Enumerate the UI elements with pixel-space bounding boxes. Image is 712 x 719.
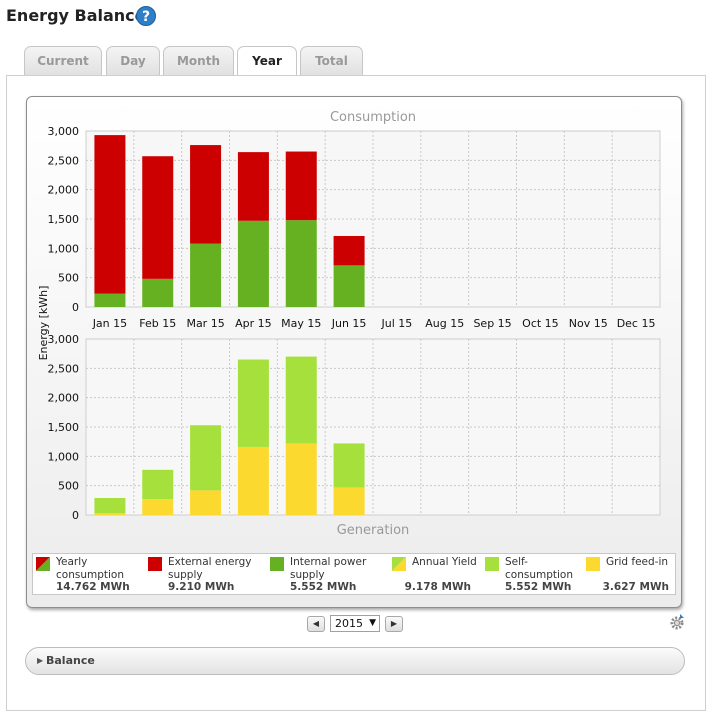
legend-value: 5.552 MWh	[505, 581, 572, 593]
x-tick-label: Sep 15	[473, 317, 511, 330]
legend-value: 9.178 MWh	[404, 581, 471, 593]
year-select[interactable]: 2015 ▼	[330, 615, 380, 632]
x-tick-label: Aug 15	[425, 317, 464, 330]
x-tick-label: Jun 15	[331, 317, 367, 330]
x-tick-label: Oct 15	[522, 317, 559, 330]
bar-segment	[237, 220, 269, 307]
bar-segment	[190, 145, 222, 244]
legend-swatch	[485, 557, 499, 571]
y-tick-label: 0	[72, 509, 79, 522]
legend-label: Self-consumption	[505, 556, 573, 581]
bar-segment	[333, 487, 365, 515]
legend-label: Internal power supply	[290, 556, 367, 581]
y-tick-label: 500	[58, 272, 79, 285]
bar-segment	[237, 359, 269, 447]
legend-item-yearly-consumption: Yearly consumption 14.762 MWh	[33, 554, 143, 594]
bar-segment	[237, 446, 269, 515]
legend-item-grid-feed-in: Grid feed-in 3.627 MWh	[583, 554, 675, 594]
y-tick-label: 2,500	[48, 362, 80, 375]
legend-value: 5.552 MWh	[290, 581, 357, 593]
legend-value: 9.210 MWh	[168, 581, 235, 593]
x-tick-label: Jan 15	[92, 317, 127, 330]
help-icon[interactable]: ?	[136, 6, 156, 26]
bar-segment	[285, 443, 317, 515]
legend-swatch	[270, 557, 284, 571]
gear-icon[interactable]	[669, 614, 685, 630]
tab-day[interactable]: Day	[106, 46, 160, 75]
legend-item-self-consumption: Self-consumption 5.552 MWh	[482, 554, 582, 594]
y-tick-label: 1,500	[48, 213, 80, 226]
x-tick-label: Mar 15	[186, 317, 224, 330]
chart-legend: Yearly consumption 14.762 MWh External e…	[32, 553, 676, 595]
legend-swatch	[392, 557, 406, 571]
bar-segment	[285, 356, 317, 444]
bar-segment	[190, 243, 222, 307]
y-tick-label: 0	[72, 301, 79, 314]
year-select-value: 2015	[335, 617, 363, 630]
x-tick-label: Apr 15	[235, 317, 272, 330]
tab-total[interactable]: Total	[300, 46, 363, 75]
y-tick-label: 1,000	[48, 450, 80, 463]
page-title: Energy Balance	[6, 6, 146, 25]
bar-segment	[285, 151, 317, 221]
bar-segment	[142, 156, 174, 279]
y-tick-label: 1,500	[48, 421, 80, 434]
y-tick-label: 2,000	[48, 184, 80, 197]
legend-value: 14.762 MWh	[56, 581, 130, 593]
legend-item-annual-yield: Annual Yield 9.178 MWh	[389, 554, 483, 594]
legend-value: 3.627 MWh	[602, 581, 669, 593]
bar-segment	[333, 236, 365, 266]
bar-segment	[94, 293, 126, 307]
bar-segment	[142, 278, 174, 307]
chevron-down-icon: ▼	[369, 618, 376, 628]
legend-label: Annual Yield	[412, 556, 477, 568]
x-tick-label: Feb 15	[139, 317, 176, 330]
prev-year-button[interactable]: ◀	[307, 616, 325, 632]
x-tick-label: Jul 15	[381, 317, 413, 330]
bar-segment	[94, 513, 126, 515]
x-tick-label: Dec 15	[617, 317, 656, 330]
bar-segment	[237, 152, 269, 221]
y-tick-label: 2,500	[48, 154, 80, 167]
legend-swatch	[36, 557, 50, 571]
y-axis-label: Energy [kWh]	[37, 286, 50, 361]
tab-month[interactable]: Month	[163, 46, 234, 75]
balance-label: Balance	[46, 654, 95, 667]
legend-swatch	[148, 557, 162, 571]
tab-year[interactable]: Year	[237, 46, 297, 77]
chart-title: Consumption	[330, 110, 416, 125]
bar-segment	[333, 443, 365, 488]
bar-segment	[190, 425, 222, 491]
bar-segment	[142, 469, 174, 500]
chart-title: Generation	[337, 523, 410, 538]
y-tick-label: 3,000	[48, 125, 80, 138]
legend-label: Yearly consumption	[56, 556, 124, 581]
y-tick-label: 500	[58, 480, 79, 493]
y-tick-label: 3,000	[48, 333, 80, 346]
y-tick-label: 2,000	[48, 392, 80, 405]
bar-segment	[285, 220, 317, 307]
bar-segment	[142, 499, 174, 515]
y-tick-label: 1,000	[48, 242, 80, 255]
next-year-button[interactable]: ▶	[385, 616, 403, 632]
balance-section[interactable]: ▶ Balance	[25, 647, 685, 675]
legend-label: External energy supply	[168, 556, 252, 581]
legend-item-internal-power-supply: Internal power supply 5.552 MWh	[267, 554, 387, 594]
legend-label: Grid feed-in	[606, 556, 669, 568]
bar-segment	[190, 490, 222, 515]
x-tick-label: May 15	[281, 317, 321, 330]
expand-caret-icon: ▶	[37, 656, 44, 665]
tab-current[interactable]: Current	[24, 46, 102, 75]
bar-segment	[333, 265, 365, 307]
bar-segment	[94, 497, 126, 514]
bar-segment	[94, 135, 126, 294]
legend-swatch	[586, 557, 600, 571]
legend-item-external-energy-supply: External energy supply 9.210 MWh	[145, 554, 265, 594]
x-tick-label: Nov 15	[569, 317, 608, 330]
